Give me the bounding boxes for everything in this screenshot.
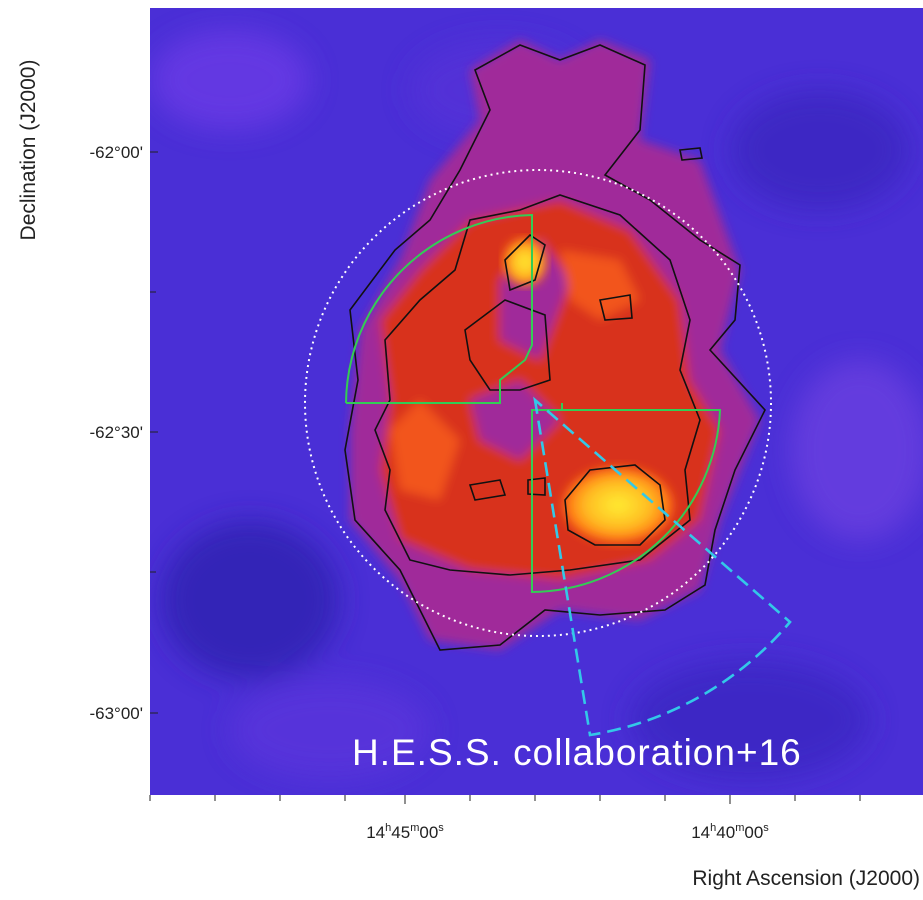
unit-superscript: s [763,822,769,834]
sky-map-figure: H.E.S.S. collaboration+16 -62°00' -62°30… [0,0,923,895]
tick-digits: 45 [391,823,410,842]
tick-digits: 00 [419,823,438,842]
unit-superscript: s [438,822,444,834]
unit-superscript: m [410,822,419,834]
y-tick-label: -62°00' [89,143,143,162]
y-tick-label: -62°30' [89,423,143,442]
x-tick-label: 14h45m00s [366,822,444,842]
sky-image: H.E.S.S. collaboration+16 [150,8,923,795]
tick-digits: 40 [716,823,735,842]
y-tick-label: -63°00' [89,704,143,723]
y-axis-label: Declination (J2000) [17,60,40,241]
credit: H.E.S.S. collaboration+16 [352,732,802,773]
tick-digits: 14 [366,823,385,842]
unit-superscript: m [735,822,744,834]
x-tick-label: 14h40m00s [691,822,769,842]
x-axis-label: Right Ascension (J2000) [692,867,920,890]
tick-digits: 00 [744,823,763,842]
tick-digits: 14 [691,823,710,842]
